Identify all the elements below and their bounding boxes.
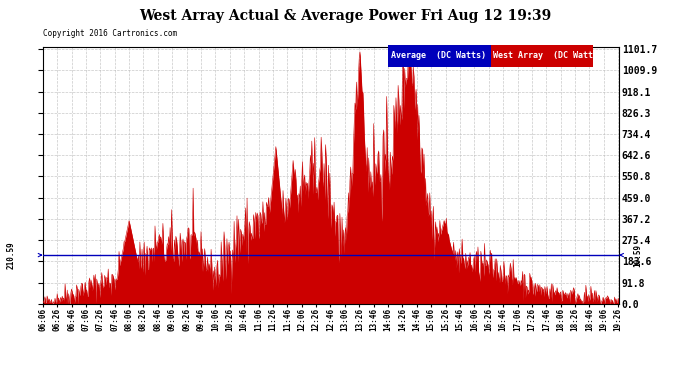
Text: West Array Actual & Average Power Fri Aug 12 19:39: West Array Actual & Average Power Fri Au… [139,9,551,23]
Text: 210.59: 210.59 [7,241,16,269]
Text: Average  (DC Watts): Average (DC Watts) [391,51,486,60]
Text: Copyright 2016 Cartronics.com: Copyright 2016 Cartronics.com [43,29,177,38]
Text: West Array  (DC Watts): West Array (DC Watts) [493,51,603,60]
Text: 10.59: 10.59 [633,243,642,267]
